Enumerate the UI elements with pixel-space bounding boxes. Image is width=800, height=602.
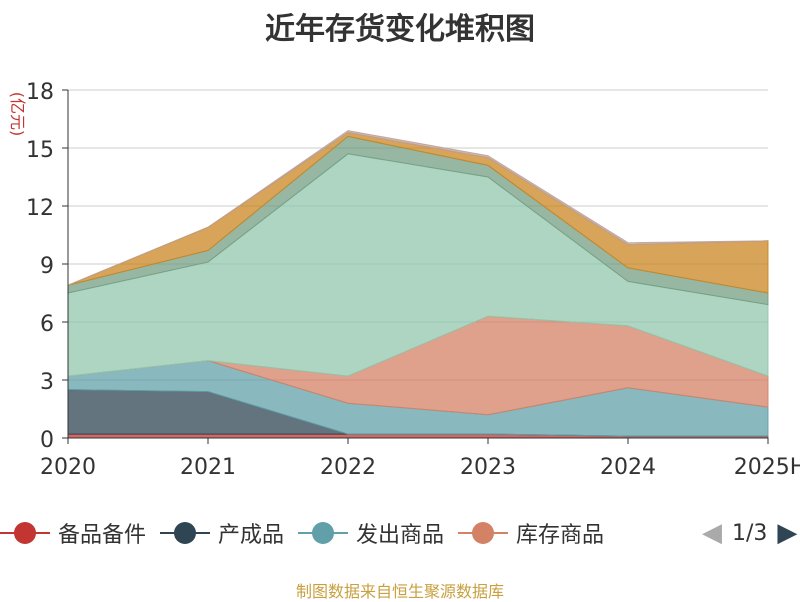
legend-label: 产成品 bbox=[218, 523, 285, 548]
x-tick-label: 2020 bbox=[40, 455, 96, 480]
legend-label: 库存商品 bbox=[516, 523, 605, 548]
y-axis-label: (亿元) bbox=[8, 92, 27, 137]
chart-title: 近年存货变化堆积图 bbox=[265, 12, 535, 47]
pager-text: 1/3 bbox=[732, 520, 768, 546]
x-tick-label: 2021 bbox=[180, 455, 236, 480]
source-note: 制图数据来自恒生聚源数据库 bbox=[295, 582, 504, 601]
legend-item-spare-parts[interactable]: 备品备件 bbox=[0, 517, 146, 549]
x-tick-label: 2022 bbox=[320, 455, 376, 480]
legend-dot bbox=[174, 522, 197, 544]
x-tick-label: 2023 bbox=[460, 455, 516, 480]
legend-marker bbox=[160, 518, 211, 548]
x-tick-label: 2025H bbox=[734, 455, 800, 480]
y-tick-label: 12 bbox=[26, 196, 54, 221]
x-tick-label: 2024 bbox=[600, 455, 656, 480]
legend-label: 备品备件 bbox=[58, 523, 147, 548]
legend-label: 发出商品 bbox=[356, 523, 445, 548]
legend-dot bbox=[312, 522, 335, 544]
legend-marker bbox=[458, 518, 509, 548]
legend: 备品备件 产成品 发出商品 库存商品 bbox=[0, 516, 618, 550]
legend-marker bbox=[298, 518, 349, 548]
y-tick-label: 9 bbox=[40, 254, 54, 279]
y-tick-label: 0 bbox=[40, 428, 54, 453]
legend-marker bbox=[0, 518, 50, 548]
legend-item-finished-goods[interactable]: 产成品 bbox=[160, 517, 284, 549]
legend-dot bbox=[14, 522, 36, 544]
area-series bbox=[67, 130, 769, 286]
y-tick-label: 15 bbox=[26, 138, 54, 163]
legend-item-shipped-goods[interactable]: 发出商品 bbox=[298, 517, 444, 549]
legend-pager: ◀ 1/3 ▶ bbox=[702, 518, 797, 548]
legend-dot bbox=[472, 522, 495, 544]
y-tick-label: 3 bbox=[40, 370, 54, 395]
legend-item-merchandise-inventory[interactable]: 库存商品 bbox=[458, 517, 604, 549]
triangle-left-icon[interactable]: ◀ bbox=[702, 518, 722, 548]
y-tick-label: 6 bbox=[40, 312, 54, 337]
triangle-right-icon[interactable]: ▶ bbox=[777, 518, 798, 548]
y-tick-label: 18 bbox=[26, 80, 54, 105]
